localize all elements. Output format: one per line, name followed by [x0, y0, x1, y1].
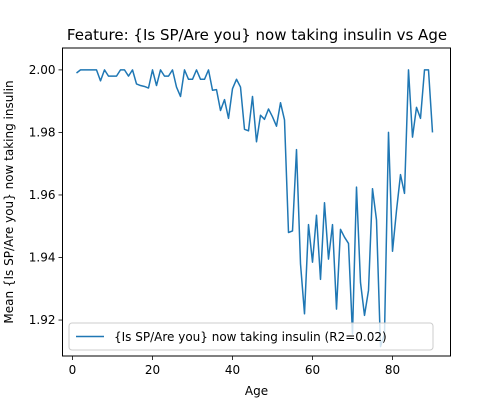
x-tick-label: 60: [305, 363, 320, 377]
x-axis-ticks: 0 20 40 60 80: [69, 356, 400, 377]
plot-frame: [62, 47, 451, 357]
y-tick-label: 1.92: [29, 313, 56, 327]
legend: {Is SP/Are you} now taking insulin (R2=0…: [68, 322, 434, 351]
y-axis-label: Mean {Is SP/Are you} now taking insulin: [2, 80, 16, 323]
chart-title: Feature: {Is SP/Are you} now taking insu…: [67, 26, 447, 44]
y-tick-label: 1.94: [29, 251, 56, 265]
series-points: [76, 69, 433, 347]
x-axis-label: Age: [245, 384, 268, 398]
y-axis-ticks: 1.92 1.94 1.96 1.98 2.00: [29, 63, 63, 327]
x-tick-label: 40: [225, 363, 240, 377]
y-tick-label: 1.98: [29, 125, 56, 139]
x-tick-label: 20: [145, 363, 160, 377]
x-tick-label: 80: [385, 363, 400, 377]
y-tick-label: 2.00: [29, 63, 56, 77]
plot-area: 0 20 40 60 80 1.92 1.94 1.96 1.98 2.00: [29, 47, 451, 377]
legend-label: {Is SP/Are you} now taking insulin (R2=0…: [114, 330, 387, 344]
y-tick-label: 1.96: [29, 188, 56, 202]
series-line: [76, 69, 434, 348]
x-tick-label: 0: [69, 363, 77, 377]
legend-box: [68, 322, 434, 351]
